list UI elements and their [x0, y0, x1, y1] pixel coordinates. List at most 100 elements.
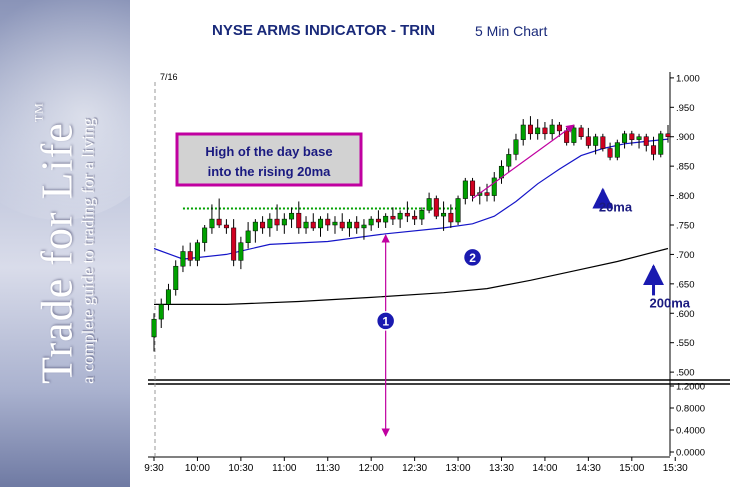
- candle-body: [325, 218, 331, 226]
- candle-body: [665, 133, 671, 137]
- indicator-tick-label: 1.2000: [676, 382, 705, 393]
- candle-body: [600, 136, 606, 149]
- callout-line-2: into the rising 20ma: [208, 164, 332, 179]
- brand-title: Trade for Life: [32, 122, 82, 384]
- y-tick-label: .650: [676, 279, 695, 290]
- candle-body: [339, 221, 345, 229]
- candle-body: [520, 124, 526, 140]
- candle-body: [614, 142, 620, 158]
- trin-chart: 7/16 .500 .550 .600 .650 .700 .750 .800 .850 .900…: [144, 72, 730, 474]
- candle-body: [491, 177, 497, 196]
- candle-body: [281, 218, 287, 226]
- candle-body: [556, 124, 562, 132]
- date-label: 7/16: [160, 72, 178, 82]
- candle-body: [419, 210, 425, 220]
- candle-body: [180, 251, 186, 267]
- candle-body: [462, 180, 468, 199]
- candle-body: [354, 221, 360, 229]
- x-tick-label: 15:30: [663, 463, 688, 474]
- x-tick-label: 15:00: [619, 463, 644, 474]
- candle-body: [593, 136, 599, 146]
- candle-body: [412, 215, 418, 220]
- candle-body: [303, 221, 309, 229]
- marker-circle-1: [375, 311, 396, 331]
- y-tick-label: 1.000: [676, 73, 700, 84]
- candle-body: [274, 218, 280, 226]
- candle-body: [455, 198, 461, 223]
- x-tick-label: 13:00: [446, 463, 471, 474]
- candle-body: [564, 130, 570, 143]
- candle-body: [636, 136, 642, 140]
- y-tick-label: .900: [676, 132, 695, 143]
- x-tick-label: 12:00: [359, 463, 384, 474]
- candle-body: [441, 212, 447, 217]
- candle-body: [310, 221, 316, 229]
- brand-tagline: a complete guide to trading for a living: [78, 118, 98, 384]
- x-tick-label: 11:00: [272, 463, 297, 474]
- indicator-tick-label: 0.8000: [676, 404, 705, 415]
- candle-body: [296, 212, 302, 229]
- y-tick-label: .550: [676, 338, 695, 349]
- x-tick-label: 13:30: [489, 463, 514, 474]
- candle-body: [165, 289, 171, 305]
- chart-title: NYSE ARMS INDICATOR - TRIN: [212, 22, 436, 39]
- candle-body: [194, 242, 200, 261]
- marker-label-2: 2: [469, 251, 476, 265]
- x-tick-label: 11:30: [316, 463, 341, 474]
- candle-body: [629, 133, 635, 140]
- candle-body: [404, 212, 410, 217]
- candle-body: [506, 154, 512, 167]
- candle-body: [202, 227, 208, 243]
- candle-body: [433, 198, 439, 217]
- y-tick-label: .850: [676, 162, 695, 173]
- candle-body: [578, 127, 584, 137]
- x-tick-label: 12:30: [402, 463, 427, 474]
- brand-tm: TM: [31, 102, 46, 123]
- x-tick-label: 14:30: [576, 463, 601, 474]
- marker-label-1: 1: [382, 314, 389, 328]
- candle-body: [542, 127, 548, 135]
- ma-label: 200ma: [650, 295, 691, 310]
- chart-subtitle: 5 Min Chart: [475, 23, 548, 39]
- indicator-tick-label: 0.4000: [676, 426, 705, 437]
- arrow-rise: [472, 124, 575, 200]
- x-tick-label: 10:30: [228, 463, 253, 474]
- sidebar-swirl-decoration: [0, 0, 130, 220]
- callout-line-1: High of the day base: [205, 144, 332, 159]
- candle-body: [173, 265, 179, 290]
- x-tick-label: 14:00: [532, 463, 557, 474]
- candle-body: [535, 127, 541, 135]
- y-tick-label: .700: [676, 250, 695, 261]
- candle-body: [318, 218, 324, 229]
- candle-body: [426, 198, 432, 211]
- candle-body: [332, 221, 338, 226]
- y-tick-label: .500: [676, 368, 695, 379]
- candle-body: [513, 139, 519, 155]
- brand-logo: Trade for LifeTM a complete guide to tra…: [32, 102, 99, 384]
- candle-body: [151, 318, 157, 338]
- callout-box: [175, 132, 363, 187]
- candle-body: [448, 212, 454, 223]
- brand-sidebar: Trade for LifeTM a complete guide to tra…: [0, 0, 130, 487]
- main-pane: [148, 72, 670, 378]
- candle-body: [245, 230, 251, 243]
- candle-body: [484, 192, 490, 196]
- y-tick-label: .600: [676, 309, 695, 320]
- candle-body: [223, 224, 229, 229]
- x-tick-label: 10:00: [185, 463, 210, 474]
- candle-body: [361, 224, 367, 229]
- candle-body: [187, 251, 193, 261]
- candle-body: [209, 218, 215, 229]
- candle-body: [238, 242, 244, 261]
- candle-body: [390, 215, 396, 220]
- candle-body: [346, 221, 352, 229]
- indicator-tick-label: 0.0000: [676, 448, 705, 459]
- candle-body: [397, 212, 403, 220]
- candle-body: [267, 218, 273, 229]
- y-tick-label: .800: [676, 191, 695, 202]
- candle-body: [622, 133, 628, 143]
- candle-body: [231, 227, 237, 261]
- candle-body: [289, 212, 295, 220]
- candle-body: [470, 180, 476, 196]
- candle-body: [651, 145, 657, 155]
